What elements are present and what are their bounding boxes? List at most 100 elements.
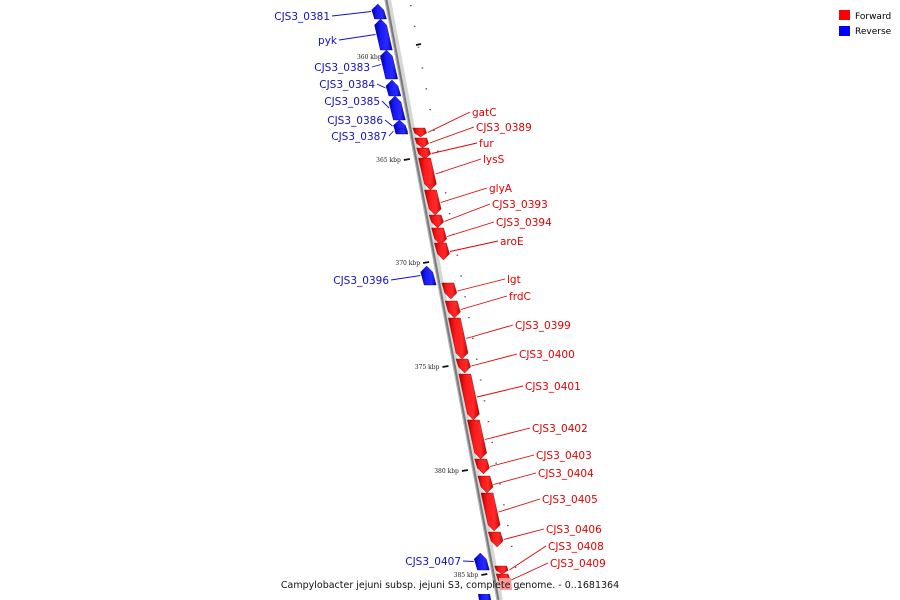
gene-label[interactable]: CJS3_0406 (546, 524, 602, 536)
gene-arrow[interactable] (431, 227, 447, 246)
legend-forward-label: Forward (855, 12, 891, 22)
gene-feature-partial (478, 578, 512, 600)
gene-label[interactable]: CJS3_0383 (314, 62, 370, 74)
gene-arrow[interactable] (394, 127, 409, 135)
gene-arrow[interactable] (420, 265, 437, 286)
gene-label[interactable]: CJS3_0387 (331, 131, 387, 143)
gene-arrow[interactable] (428, 214, 444, 229)
gene-feature[interactable] (444, 300, 461, 319)
axis-tick-mark (481, 573, 488, 576)
gene-arrow[interactable] (414, 137, 429, 149)
gene-arrow[interactable] (474, 458, 490, 475)
gene-arrow[interactable] (444, 300, 461, 319)
gene-arrow[interactable] (434, 242, 450, 261)
gene-label[interactable]: glyA (489, 183, 513, 195)
gene-arrow[interactable] (416, 147, 431, 160)
gene-label[interactable]: CJS3_0403 (536, 450, 592, 462)
gene-feature[interactable] (458, 373, 480, 421)
gene-label[interactable]: CJS3_0401 (525, 381, 581, 393)
gene-leader-line (498, 498, 541, 513)
gene-feature[interactable] (434, 242, 450, 261)
gene-label[interactable]: CJS3_0402 (532, 423, 588, 435)
gene-feature[interactable] (394, 127, 409, 135)
gene-feature[interactable] (424, 189, 442, 216)
gene-feature[interactable] (388, 95, 406, 121)
minor-tick-dot (444, 192, 447, 194)
gene-label[interactable]: aroE (500, 236, 524, 248)
gene-feature[interactable] (494, 565, 509, 575)
axis-tick-mark (422, 261, 430, 264)
gene-feature[interactable] (480, 492, 501, 532)
gene-label-leaders (331, 11, 549, 581)
gene-feature[interactable] (474, 458, 490, 475)
gene-feature[interactable] (385, 79, 402, 97)
gene-leader-line (466, 324, 514, 339)
gene-feature[interactable] (441, 282, 458, 300)
gene-arrow[interactable] (388, 95, 406, 121)
gene-feature[interactable] (448, 317, 469, 360)
gene-label[interactable]: CJS3_0389 (476, 122, 532, 134)
gene-feature[interactable] (431, 227, 447, 246)
gene-label[interactable]: CJS3_0384 (319, 79, 375, 91)
gene-feature[interactable] (412, 127, 427, 138)
gene-label[interactable]: lgt (507, 274, 521, 286)
gene-arrow[interactable] (480, 492, 501, 532)
gene-arrow[interactable] (467, 419, 487, 460)
gene-arrow[interactable] (385, 79, 402, 97)
gene-label[interactable]: CJS3_0386 (327, 115, 383, 127)
gene-arrow[interactable] (488, 531, 504, 548)
gene-arrow[interactable] (371, 3, 387, 20)
gene-feature[interactable] (418, 157, 437, 191)
gene-feature[interactable] (474, 552, 490, 571)
gene-feature[interactable] (455, 358, 471, 374)
gene-arrow[interactable] (441, 282, 458, 300)
gene-leader-line (381, 100, 390, 109)
gene-label[interactable]: CJS3_0393 (492, 199, 548, 211)
axis-tick-mark (442, 365, 449, 368)
gene-arrow[interactable] (380, 49, 398, 80)
gene-label[interactable]: CJS3_0407 (405, 556, 461, 568)
gene-label[interactable]: CJS3_0405 (542, 494, 598, 506)
gene-label[interactable]: CJS3_0400 (519, 349, 575, 361)
gene-feature[interactable] (428, 214, 444, 229)
gene-feature[interactable] (420, 265, 437, 286)
gene-label[interactable]: pyk (318, 35, 338, 47)
gene-label[interactable]: frdC (509, 291, 531, 303)
genome-backbone-highlight (384, 0, 498, 600)
gene-label[interactable]: CJS3_0396 (333, 275, 389, 287)
axis-tick-label: 380 kbp (434, 468, 459, 475)
minor-ticks (409, 5, 521, 589)
gene-label[interactable]: CJS3_0381 (274, 11, 330, 23)
gene-feature[interactable] (380, 49, 398, 80)
gene-arrow[interactable] (448, 317, 469, 360)
gene-feature[interactable] (414, 137, 429, 149)
gene-label[interactable]: fur (479, 138, 494, 150)
gene-arrow[interactable] (477, 475, 494, 494)
minor-tick-dot (495, 462, 497, 464)
gene-label[interactable]: CJS3_0409 (550, 558, 606, 570)
gene-leader-line (457, 278, 506, 292)
gene-label[interactable]: CJS3_0394 (496, 217, 552, 229)
gene-label[interactable]: lysS (483, 154, 505, 166)
gene-feature[interactable] (488, 531, 504, 548)
gene-arrow[interactable] (455, 358, 471, 374)
minor-tick-dot (514, 566, 517, 568)
gene-label[interactable]: CJS3_0408 (548, 541, 604, 553)
gene-feature[interactable] (467, 419, 487, 460)
gene-arrow[interactable] (412, 127, 427, 138)
gene-feature[interactable] (371, 3, 387, 20)
gene-arrow[interactable] (458, 373, 480, 421)
gene-arrow[interactable] (424, 189, 442, 216)
gene-arrow[interactable] (474, 552, 490, 571)
gene-feature[interactable] (477, 475, 494, 494)
gene-label[interactable]: CJS3_0399 (515, 320, 571, 332)
gene-arrow[interactable] (418, 157, 437, 191)
gene-label[interactable]: CJS3_0385 (324, 96, 380, 108)
gene-feature[interactable] (416, 147, 431, 160)
gene-label[interactable]: gatC (472, 107, 497, 119)
gene-arrow[interactable] (494, 565, 509, 575)
gene-leader-line (427, 111, 471, 133)
gene-label[interactable]: CJS3_0404 (538, 468, 594, 480)
